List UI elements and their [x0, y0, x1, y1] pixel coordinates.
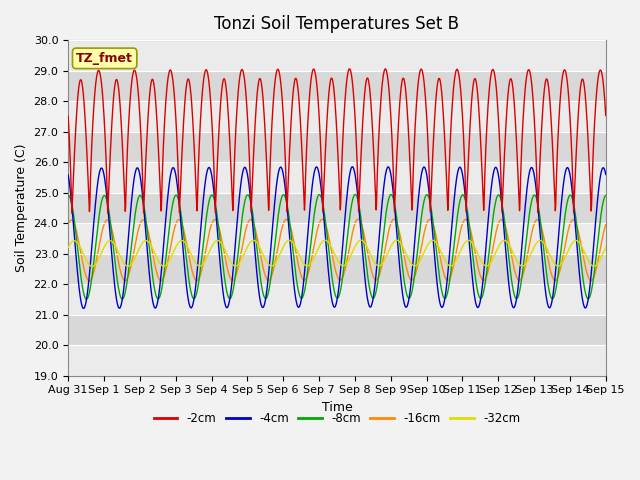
X-axis label: Time: Time	[321, 401, 353, 414]
Title: Tonzi Soil Temperatures Set B: Tonzi Soil Temperatures Set B	[214, 15, 460, 33]
Bar	[68, 40, 605, 71]
Bar	[68, 253, 605, 284]
Bar	[68, 71, 605, 101]
Bar	[68, 314, 605, 345]
Bar	[68, 192, 605, 223]
Bar	[68, 284, 605, 314]
Bar	[68, 101, 605, 132]
Bar	[68, 132, 605, 162]
Y-axis label: Soil Temperature (C): Soil Temperature (C)	[15, 144, 28, 272]
Bar	[68, 223, 605, 253]
Text: TZ_fmet: TZ_fmet	[76, 52, 133, 65]
Bar	[68, 162, 605, 192]
Legend: -2cm, -4cm, -8cm, -16cm, -32cm: -2cm, -4cm, -8cm, -16cm, -32cm	[149, 408, 525, 430]
Bar	[68, 345, 605, 375]
